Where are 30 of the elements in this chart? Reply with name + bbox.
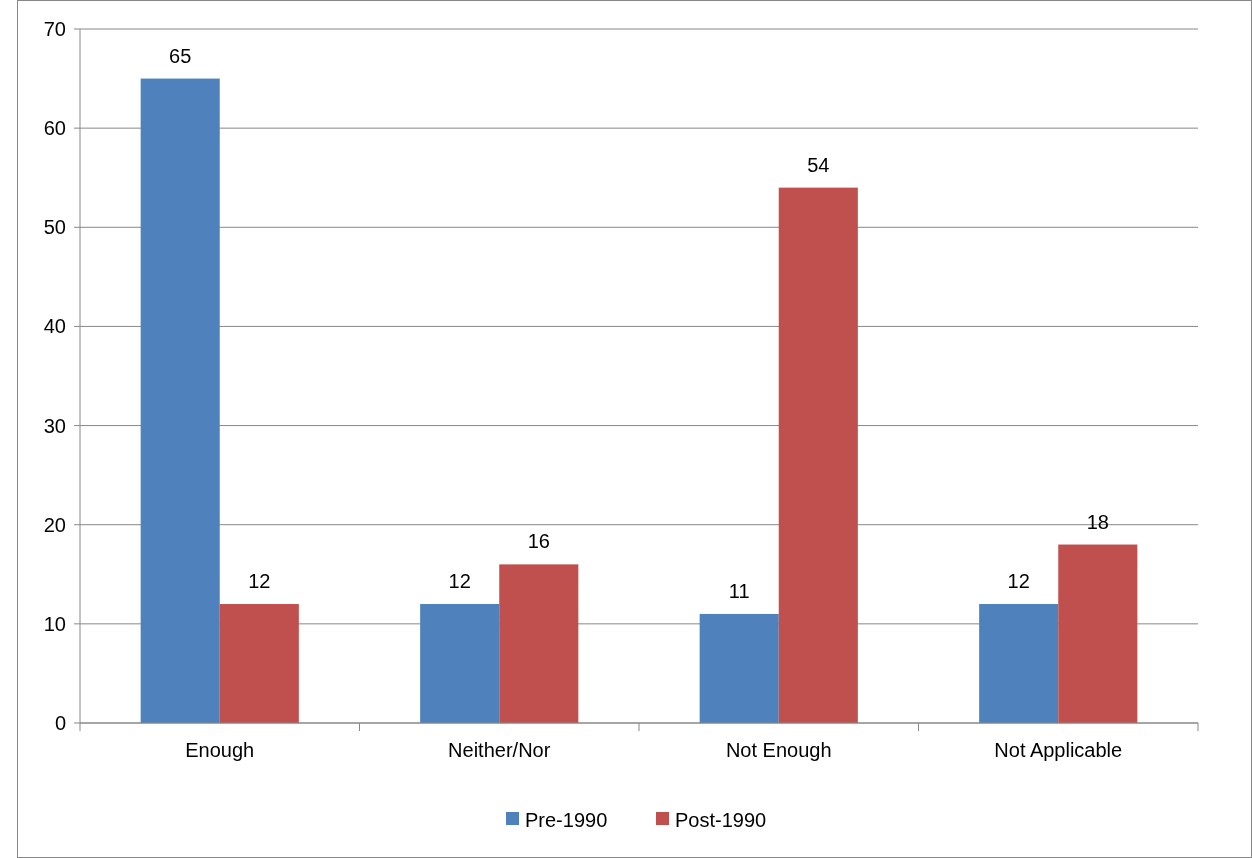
- y-tick-label: 30: [43, 414, 66, 437]
- data-label: 12: [248, 570, 271, 593]
- x-tick-label: Not Applicable: [994, 739, 1123, 761]
- bar: [140, 78, 220, 723]
- bar: [219, 604, 299, 723]
- x-tick-label: Not Enough: [725, 739, 832, 761]
- legend-label: Post-1990: [675, 809, 767, 831]
- legend-label: Pre-1990: [525, 809, 608, 831]
- y-tick-label: 50: [43, 216, 66, 239]
- data-label: 12: [448, 570, 471, 593]
- bar: [699, 613, 779, 723]
- y-tick-label: 10: [43, 612, 66, 635]
- x-tick-label: Enough: [185, 739, 255, 761]
- y-tick-label: 40: [43, 315, 66, 338]
- data-label: 11: [728, 579, 750, 602]
- data-label: 16: [527, 530, 550, 553]
- bar: [420, 604, 500, 723]
- y-tick-label: 0: [54, 712, 66, 734]
- bar: [1058, 544, 1138, 723]
- data-label: 65: [169, 44, 192, 67]
- bar: [979, 604, 1059, 723]
- x-tick-label: Neither/Nor: [448, 739, 551, 761]
- y-tick-label: 60: [43, 117, 66, 140]
- bar: [499, 564, 579, 723]
- data-label: 18: [1086, 510, 1109, 533]
- bar: [778, 187, 858, 723]
- data-label: 12: [1007, 570, 1030, 593]
- data-label: 54: [807, 153, 830, 176]
- y-tick-label: 70: [43, 18, 66, 40]
- y-tick-label: 20: [43, 513, 66, 536]
